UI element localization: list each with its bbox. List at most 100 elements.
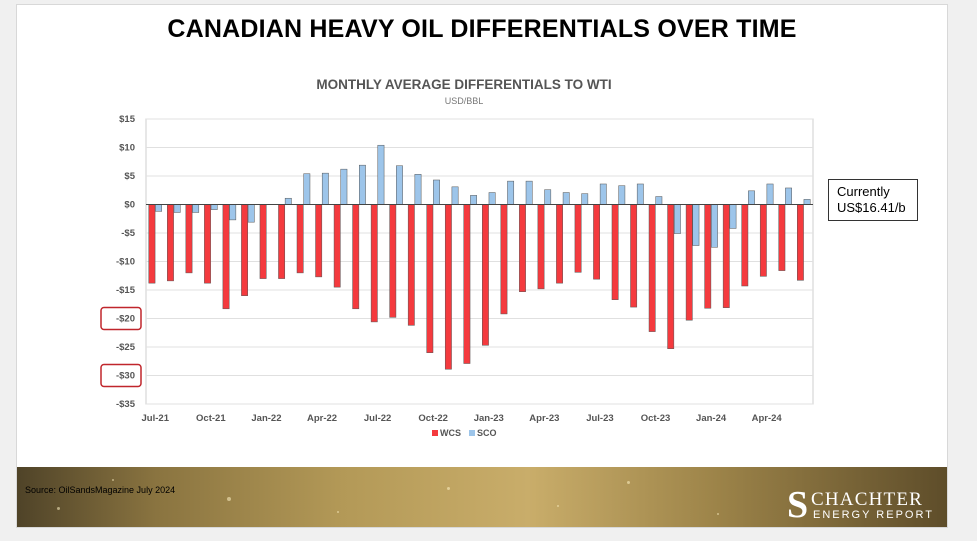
- sco-bar: [507, 180, 515, 205]
- callout-line1: Currently: [837, 184, 890, 199]
- sco-bar: [321, 172, 329, 205]
- x-axis: Jul-21 Oct-21 Jan-22 Apr-22 Jul-22 Oct-22 Jan-…: [142, 413, 783, 424]
- sco-bar: [711, 204, 718, 248]
- y-tick-label: -$10: [116, 257, 135, 268]
- sco-bar: [581, 193, 589, 205]
- chart-legend: WCS SCO: [432, 428, 497, 438]
- y-tick-label: -$15: [116, 285, 136, 296]
- wcs-bar: [778, 204, 786, 271]
- x-tick-label: Oct-22: [418, 413, 448, 424]
- x-tick-label: Oct-23: [641, 413, 671, 424]
- y-tick-label: $15: [119, 114, 136, 125]
- sco-bar: [599, 183, 607, 205]
- wcs-bar: [333, 204, 341, 288]
- x-tick-label: Jul-23: [586, 413, 613, 424]
- wcs-bar: [296, 204, 304, 274]
- sco-bar: [173, 204, 181, 213]
- wcs-bar: [611, 204, 619, 300]
- sco-bar: [247, 204, 255, 223]
- sco-bar: [340, 168, 348, 205]
- wcs-bar: [204, 204, 211, 284]
- sco-bar: [785, 187, 792, 205]
- y-tick-label: $5: [124, 171, 135, 182]
- callout-line2: US$16.41/b: [837, 200, 906, 215]
- bar-series: [146, 144, 813, 370]
- x-tick-label: Jul-21: [142, 413, 170, 424]
- wcs-bar: [759, 204, 767, 277]
- slide-title: CANADIAN HEAVY OIL DIFFERENTIALS OVER TI…: [167, 15, 797, 43]
- y-tick-label: -$20: [116, 314, 135, 325]
- chart-grid: [145, 118, 814, 405]
- wcs-bar: [704, 204, 712, 309]
- wcs-bar: [482, 204, 489, 346]
- wcs-bar: [315, 204, 323, 278]
- source-note: Source: OilSandsMagazine July 2024: [25, 485, 175, 495]
- x-tick-label: Jan-22: [251, 413, 281, 424]
- wcs-bar: [648, 204, 656, 332]
- sco-bar: [692, 204, 700, 246]
- slide: CANADIAN HEAVY OIL DIFFERENTIALS OVER TI…: [16, 4, 948, 528]
- sco-bar: [488, 192, 496, 205]
- sco-bar: [229, 204, 237, 221]
- logo-s-glyph: S: [787, 484, 809, 526]
- wcs-bar: [389, 204, 397, 318]
- y-tick-label: $10: [119, 143, 135, 154]
- x-tick-label: Apr-22: [307, 413, 337, 424]
- legend-label-sco: SCO: [477, 428, 497, 438]
- sco-bar: [155, 204, 162, 212]
- y-tick-label: -$35: [116, 399, 136, 410]
- sco-bar: [359, 164, 366, 205]
- legend-swatch-wcs: [432, 430, 438, 436]
- wcs-bar: [463, 204, 471, 364]
- wcs-bar: [259, 204, 267, 279]
- wcs-bar: [426, 204, 434, 353]
- sco-bar: [636, 183, 644, 205]
- wcs-bar: [574, 204, 582, 273]
- sco-bar: [284, 197, 292, 205]
- sco-bar: [377, 144, 385, 205]
- wcs-bar: [148, 204, 156, 284]
- y-tick-label: -$30: [116, 371, 135, 382]
- wcs-bar: [519, 204, 526, 292]
- sco-bar: [729, 204, 737, 229]
- wcs-bar: [630, 204, 638, 308]
- wcs-bar: [722, 204, 730, 308]
- wcs-bar: [185, 204, 193, 274]
- sco-bar: [470, 195, 477, 205]
- sco-bar: [803, 199, 811, 205]
- wcs-bar: [444, 204, 452, 370]
- wcs-bar: [352, 204, 360, 310]
- y-tick-label: -$5: [121, 228, 135, 239]
- x-tick-label: Jan-23: [474, 413, 504, 424]
- wcs-bar: [685, 204, 693, 321]
- sco-bar: [766, 183, 774, 205]
- sco-bar: [655, 196, 663, 205]
- legend-label-wcs: WCS: [440, 428, 461, 438]
- logo-subtitle: ENERGY REPORT: [813, 509, 934, 521]
- wcs-bar: [222, 204, 230, 310]
- wcs-bar: [537, 204, 545, 290]
- x-tick-label: Oct-21: [196, 413, 226, 424]
- sco-bar: [525, 180, 533, 205]
- y-tick-label: -$25: [116, 342, 136, 353]
- sco-bar: [618, 185, 626, 205]
- sco-bar: [673, 204, 681, 234]
- sco-bar: [396, 165, 403, 205]
- wcs-bar: [167, 204, 174, 282]
- wcs-bar: [593, 204, 600, 280]
- y-tick-label: $0: [124, 200, 135, 211]
- logo-name: CHACHTER: [811, 489, 923, 510]
- sco-bar: [433, 179, 440, 205]
- wcs-bar: [500, 204, 508, 315]
- sco-bar: [210, 204, 218, 210]
- wcs-bar: [667, 204, 675, 349]
- footer-banner: Source: OilSandsMagazine July 2024 S CHA…: [17, 467, 947, 527]
- current-differential-callout: Currently US$16.41/b: [828, 179, 918, 221]
- wcs-bar: [797, 204, 804, 281]
- x-tick-label: Apr-24: [752, 413, 783, 424]
- wcs-bar: [741, 204, 749, 287]
- sco-bar: [192, 204, 200, 213]
- sco-bar: [748, 190, 755, 205]
- schachter-logo: S CHACHTER ENERGY REPORT: [787, 484, 934, 526]
- differentials-chart: MONTHLY AVERAGE DIFFERENTIALS TO WTI USD…: [100, 77, 814, 438]
